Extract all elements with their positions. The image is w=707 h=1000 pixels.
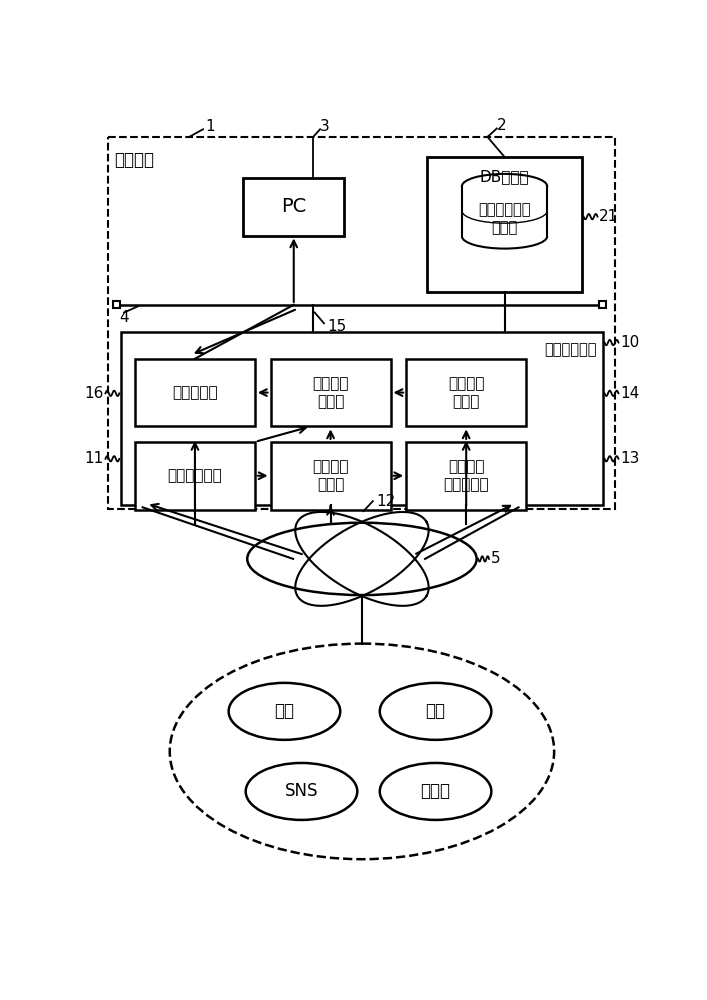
Bar bbox=[243, 178, 344, 235]
Text: SNS: SNS bbox=[285, 782, 318, 800]
Text: 2: 2 bbox=[496, 118, 506, 133]
Text: 修改点获取部: 修改点获取部 bbox=[168, 468, 222, 483]
Text: 电子书: 电子书 bbox=[421, 782, 450, 800]
Text: 企业: 企业 bbox=[426, 702, 445, 720]
Text: 企业系统: 企业系统 bbox=[114, 151, 154, 169]
Bar bbox=[135, 442, 255, 510]
Ellipse shape bbox=[380, 683, 491, 740]
Text: 13: 13 bbox=[620, 451, 639, 466]
Bar bbox=[121, 332, 603, 505]
Bar bbox=[406, 442, 526, 510]
Text: 11: 11 bbox=[85, 451, 104, 466]
Text: 10: 10 bbox=[620, 335, 639, 350]
Text: 信息处理装置: 信息处理装置 bbox=[544, 343, 597, 358]
Text: DB服务器: DB服务器 bbox=[480, 169, 530, 184]
Bar bbox=[271, 359, 391, 426]
Text: 信息提供部: 信息提供部 bbox=[172, 385, 218, 400]
Text: PC: PC bbox=[281, 197, 306, 216]
Ellipse shape bbox=[380, 763, 491, 820]
Bar bbox=[599, 301, 606, 308]
Text: 14: 14 bbox=[620, 386, 639, 401]
Bar bbox=[107, 137, 615, 509]
Bar bbox=[135, 359, 255, 426]
Text: 变更候选
提取部: 变更候选 提取部 bbox=[312, 460, 349, 492]
Text: 4: 4 bbox=[119, 310, 129, 325]
Text: 5: 5 bbox=[491, 551, 501, 566]
Ellipse shape bbox=[170, 644, 554, 859]
Bar bbox=[271, 442, 391, 510]
Text: 15: 15 bbox=[327, 319, 346, 334]
Text: 外部相关
信息获取部: 外部相关 信息获取部 bbox=[443, 460, 489, 492]
Ellipse shape bbox=[247, 523, 477, 595]
Text: 公司内部信息
存储库: 公司内部信息 存储库 bbox=[479, 202, 531, 235]
Text: 21: 21 bbox=[599, 209, 619, 224]
Ellipse shape bbox=[228, 683, 340, 740]
Text: 3: 3 bbox=[320, 119, 329, 134]
Text: 输入信息
生成部: 输入信息 生成部 bbox=[448, 376, 484, 409]
Ellipse shape bbox=[462, 174, 547, 199]
Bar bbox=[113, 301, 120, 308]
Text: 变更与否
判定部: 变更与否 判定部 bbox=[312, 376, 349, 409]
Bar bbox=[462, 186, 547, 236]
Text: 1: 1 bbox=[205, 119, 215, 134]
Ellipse shape bbox=[246, 763, 357, 820]
Text: 16: 16 bbox=[85, 386, 104, 401]
Bar bbox=[427, 157, 582, 292]
Text: 省厅: 省厅 bbox=[274, 702, 294, 720]
Text: 12: 12 bbox=[376, 494, 395, 509]
Bar bbox=[406, 359, 526, 426]
